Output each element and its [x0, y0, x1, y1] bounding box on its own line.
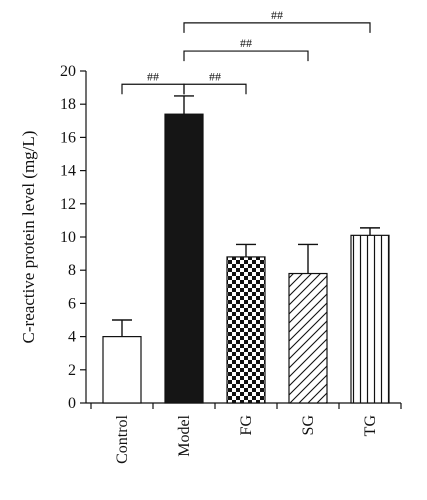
bar [350, 234, 390, 404]
y-axis-title: C-reactive protein level (mg/L) [19, 131, 38, 344]
x-tick-label: SG [300, 415, 317, 436]
bar [288, 272, 328, 404]
y-tick-label: 8 [68, 262, 76, 279]
y-tick-label: 12 [60, 196, 76, 213]
y-tick-label: 14 [60, 163, 76, 180]
x-tick-label: FG [238, 415, 255, 436]
significance-brackets: ## ## ## ## [121, 8, 371, 95]
y-tick-label: 0 [68, 395, 76, 412]
significance-label: ## [271, 8, 283, 22]
x-tick-label: TG [362, 415, 379, 437]
y-tick-label: 16 [60, 129, 76, 146]
y-tick-label: 2 [68, 362, 76, 379]
significance-bracket [183, 83, 247, 95]
y-tick-label: 10 [60, 229, 76, 246]
y-tick-label: 18 [60, 96, 76, 113]
bars [102, 95, 390, 404]
y-tick-label: 6 [68, 295, 76, 312]
bar [164, 113, 204, 404]
significance-label: ## [240, 36, 252, 50]
significance-bracket [121, 83, 185, 95]
x-axis: Control Model FG SG TG [86, 402, 402, 464]
significance-bracket [183, 22, 371, 33]
y-axis: 0 2 4 6 8 10 12 14 16 18 20 [60, 63, 87, 412]
x-tick-label: Model [176, 414, 193, 456]
x-tick-label: Control [114, 414, 131, 463]
y-tick-label: 20 [60, 63, 76, 80]
y-tick-label: 4 [68, 329, 76, 346]
significance-label: ## [147, 69, 159, 83]
significance-label: ## [209, 69, 221, 83]
bar [102, 336, 142, 404]
significance-bracket [183, 50, 309, 62]
bar [226, 256, 266, 404]
